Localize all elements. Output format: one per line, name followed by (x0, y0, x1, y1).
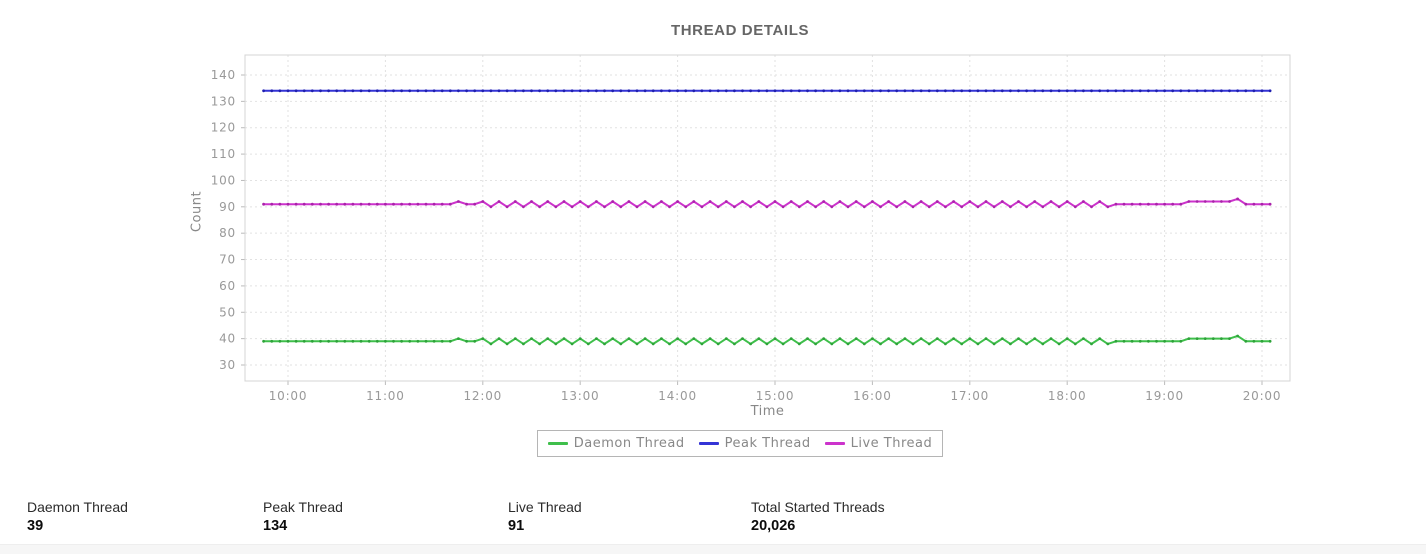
peak-thread-line-swatch-icon (698, 442, 719, 445)
svg-text:14:00: 14:00 (658, 389, 697, 403)
svg-text:13:00: 13:00 (561, 389, 600, 403)
svg-text:120: 120 (211, 121, 236, 135)
svg-text:10:00: 10:00 (269, 389, 308, 403)
stat-daemon-thread: Daemon Thread 39 (27, 499, 128, 534)
svg-text:16:00: 16:00 (853, 389, 892, 403)
svg-text:140: 140 (211, 68, 236, 82)
svg-text:30: 30 (219, 358, 236, 372)
thread-details-chart-panel: THREAD DETAILS 10:00 11:00 12:00 13:00 14:00… (183, 22, 1297, 457)
svg-text:50: 50 (219, 305, 236, 319)
stat-value: 91 (508, 518, 525, 534)
stat-label: Total Started Threads (751, 499, 885, 515)
legend-label: Live Thread (850, 436, 933, 451)
x-axis-title: Time (750, 404, 785, 419)
stat-total-started-threads: Total Started Threads 20,026 (751, 499, 885, 534)
legend-label: Peak Thread (724, 436, 811, 451)
stat-label: Live Thread (508, 499, 582, 515)
thread-summary-stats: Daemon Thread 39 Peak Thread 134 Live Th… (0, 499, 1426, 541)
stat-label: Peak Thread (263, 499, 343, 515)
svg-text:20:00: 20:00 (1243, 389, 1282, 403)
stat-value: 134 (263, 518, 288, 534)
stat-peak-thread: Peak Thread 134 (263, 499, 343, 534)
svg-text:80: 80 (219, 226, 236, 240)
svg-text:110: 110 (211, 147, 236, 161)
bottom-panel-edge (0, 544, 1426, 554)
svg-text:100: 100 (211, 173, 236, 187)
svg-text:12:00: 12:00 (464, 389, 503, 403)
svg-text:40: 40 (219, 332, 236, 346)
chart-legend: Daemon Thread Peak Thread Live Thread (183, 430, 1297, 457)
svg-text:60: 60 (219, 279, 236, 293)
legend-item-daemon-thread[interactable]: Daemon Thread (547, 436, 685, 451)
svg-text:19:00: 19:00 (1145, 389, 1184, 403)
legend-item-live-thread[interactable]: Live Thread (824, 436, 933, 451)
svg-text:90: 90 (219, 200, 236, 214)
y-axis-title: Count (189, 190, 205, 233)
svg-text:11:00: 11:00 (366, 389, 405, 403)
legend-box: Daemon Thread Peak Thread Live Thread (536, 430, 944, 457)
svg-text:17:00: 17:00 (951, 389, 990, 403)
svg-text:130: 130 (211, 94, 236, 108)
legend-label: Daemon Thread (573, 436, 685, 451)
chart-title: THREAD DETAILS (670, 22, 810, 39)
live-thread-line-swatch-icon (824, 442, 845, 445)
svg-text:70: 70 (219, 253, 236, 267)
legend-item-peak-thread[interactable]: Peak Thread (698, 436, 811, 451)
stat-label: Daemon Thread (27, 499, 128, 515)
stat-value: 20,026 (751, 518, 796, 534)
svg-text:15:00: 15:00 (756, 389, 795, 403)
stat-live-thread: Live Thread 91 (508, 499, 582, 534)
stat-value: 39 (27, 518, 44, 534)
daemon-thread-line-swatch-icon (547, 442, 568, 445)
svg-text:18:00: 18:00 (1048, 389, 1087, 403)
thread-details-line-chart: 10:00 11:00 12:00 13:00 14:00 15:00 16:00 17:00… (211, 54, 1291, 403)
